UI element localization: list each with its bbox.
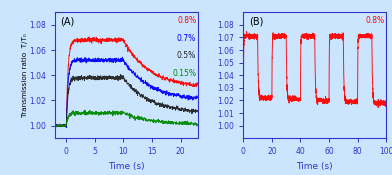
Y-axis label: Transmission ratio  T/T₀: Transmission ratio T/T₀ bbox=[22, 33, 27, 117]
Text: 0.7%: 0.7% bbox=[177, 34, 196, 43]
X-axis label: Time (s): Time (s) bbox=[108, 162, 145, 171]
Text: 0.15%: 0.15% bbox=[172, 69, 196, 78]
Text: 0.8%: 0.8% bbox=[366, 16, 385, 25]
Text: (A): (A) bbox=[61, 16, 75, 26]
Text: 0.8%: 0.8% bbox=[177, 16, 196, 25]
Text: (B): (B) bbox=[249, 16, 263, 26]
Text: 0.5%: 0.5% bbox=[177, 51, 196, 60]
X-axis label: Time (s): Time (s) bbox=[296, 162, 333, 171]
